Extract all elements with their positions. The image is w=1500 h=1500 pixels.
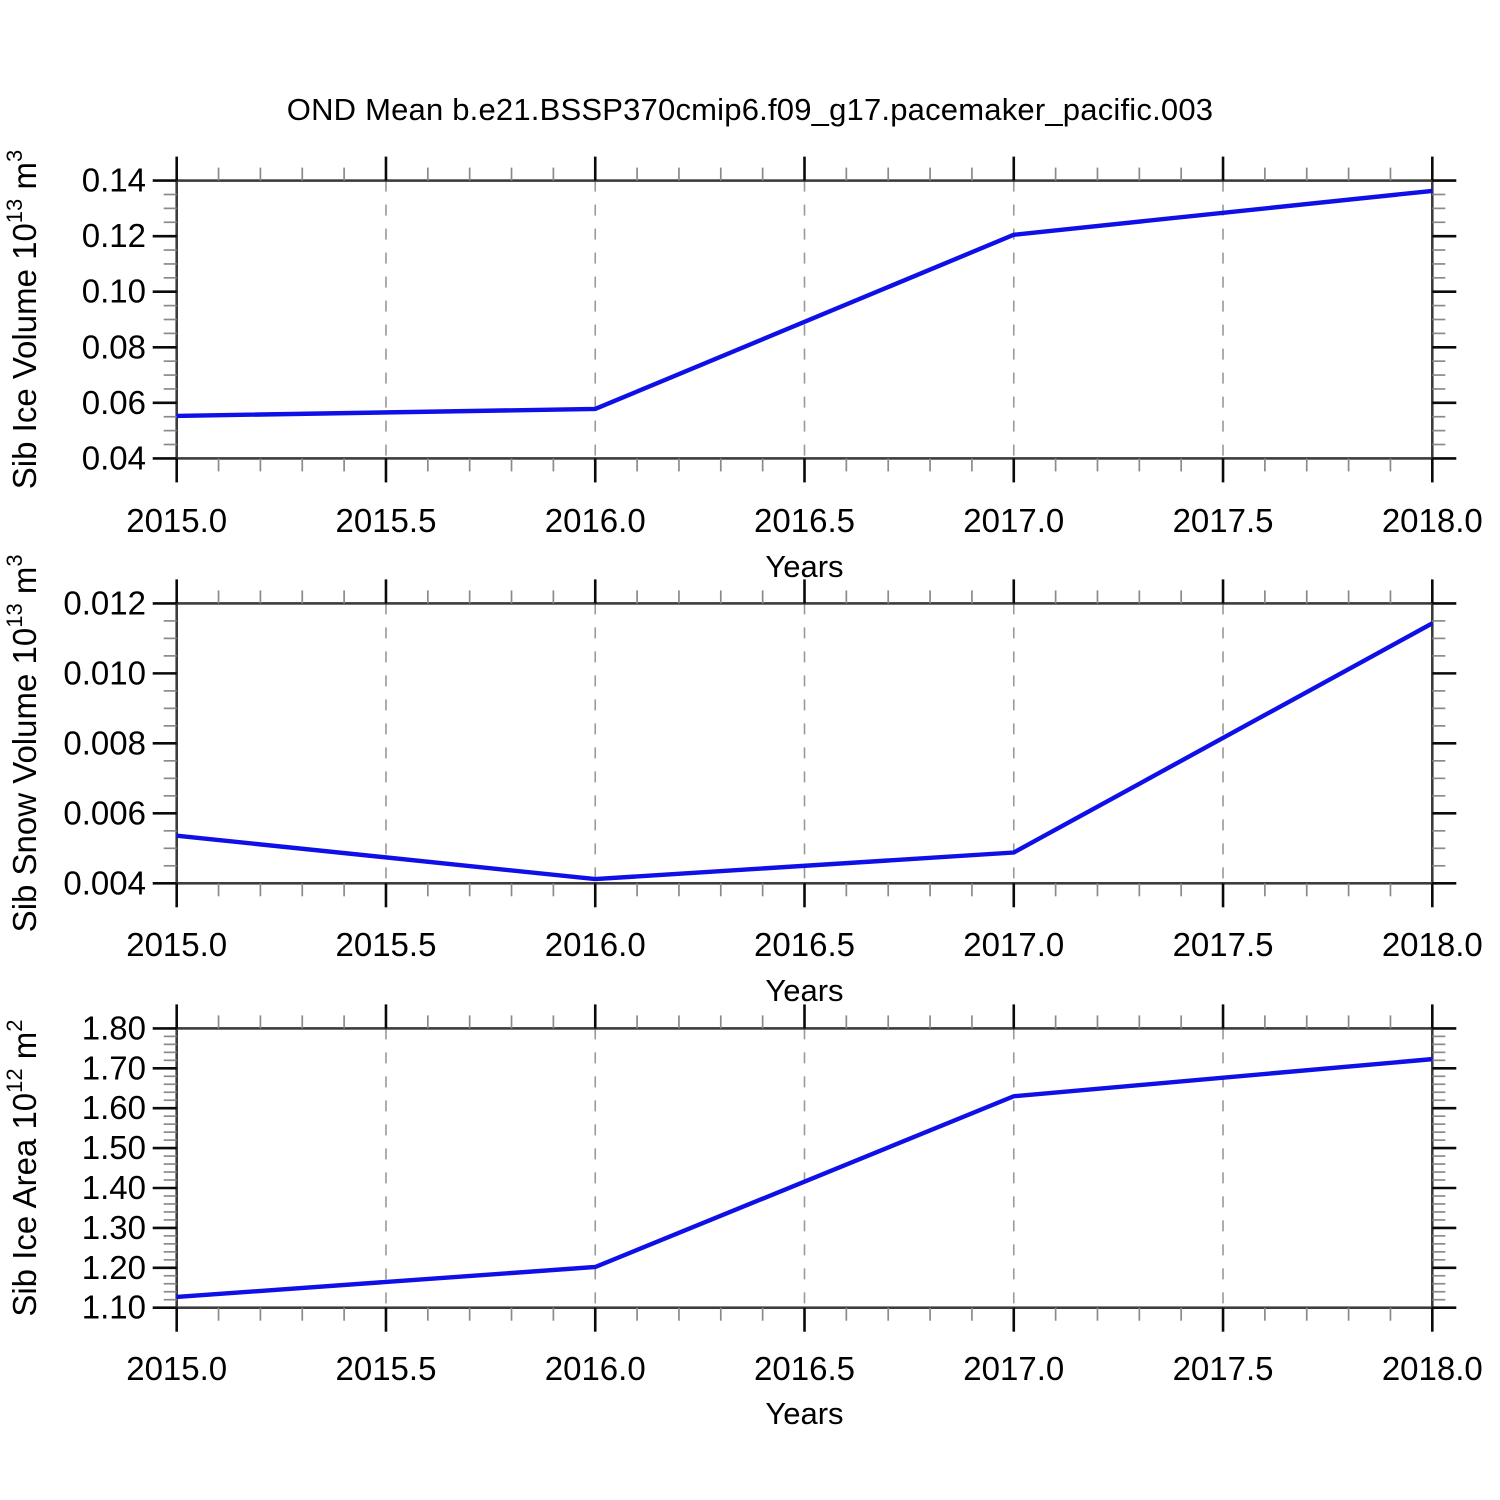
- y-tick-label: 0.08: [82, 328, 146, 365]
- x-tick-label: 2016.0: [545, 502, 646, 539]
- y-tick-label: 0.012: [63, 584, 146, 621]
- y-tick-label: 1.30: [82, 1209, 146, 1246]
- x-tick-label: 2017.5: [1173, 502, 1274, 539]
- ice-area-xlabel: Years: [765, 1396, 844, 1431]
- y-tick-label: 0.10: [82, 273, 146, 310]
- y-tick-label: 1.50: [82, 1129, 146, 1166]
- y-tick-label: 0.006: [63, 794, 146, 831]
- x-tick-label: 2016.5: [754, 1350, 855, 1387]
- x-tick-label: 2015.5: [335, 1350, 436, 1387]
- x-tick-label: 2017.5: [1173, 1350, 1274, 1387]
- ice-volume-xlabel: Years: [765, 549, 844, 584]
- x-tick-label: 2016.0: [545, 1350, 646, 1387]
- x-tick-label: 2016.5: [754, 502, 855, 539]
- x-tick-label: 2017.0: [963, 502, 1064, 539]
- x-tick-label: 2015.0: [126, 502, 227, 539]
- y-tick-label: 0.06: [82, 384, 146, 421]
- sib-ice-volume-plot: 2015.0 2015.5 2016.0 2016.5 2017.0 2017.5 2018…: [2, 150, 1483, 539]
- x-tick-label: 2015.0: [126, 926, 227, 963]
- x-tick-label: 2017.0: [963, 1350, 1064, 1387]
- x-tick-label: 2016.0: [545, 926, 646, 963]
- sib-snow-volume-line: [176, 621, 1434, 882]
- y-tick-label: 0.04: [82, 439, 146, 476]
- y-tick-label: 1.70: [82, 1049, 146, 1086]
- sib-snow-volume-plot: 2015.0 2015.5 2016.0 2016.5 2017.0 2017.5 2018…: [2, 554, 1483, 963]
- sib-ice-area-line: [176, 1056, 1433, 1300]
- y-tick-label: 1.60: [82, 1089, 146, 1126]
- y-tick-label: 1.20: [82, 1249, 146, 1286]
- figure-title: OND Mean b.e21.BSSP370cmip6.f09_g17.pace…: [286, 92, 1214, 127]
- y-tick-label: 1.10: [82, 1289, 146, 1326]
- x-tick-label: 2016.5: [754, 926, 855, 963]
- sib-ice-area-plot: 2015.0 2015.5 2016.0 2016.5 2017.0 2017.5 2018…: [2, 1004, 1483, 1387]
- sib-snow-volume-ylabel: Sib Snow Volume 1013 m3: [2, 554, 43, 932]
- x-tick-label: 2015.0: [126, 1350, 227, 1387]
- y-tick-label: 1.40: [82, 1169, 146, 1206]
- snow-volume-xlabel: Years: [765, 973, 844, 1008]
- y-tick-label: 0.004: [63, 864, 146, 901]
- x-tick-label: 2018.0: [1382, 502, 1483, 539]
- y-tick-label: 0.12: [82, 217, 146, 254]
- x-tick-label: 2017.0: [963, 926, 1064, 963]
- x-tick-label: 2018.0: [1382, 1350, 1483, 1387]
- y-tick-label: 0.008: [63, 724, 146, 761]
- y-tick-label: 0.010: [63, 654, 146, 691]
- sib-ice-volume-line: [176, 188, 1433, 419]
- plot-frame: [175, 602, 1434, 885]
- x-tick-label: 2015.5: [335, 502, 436, 539]
- plot-frame: [175, 1027, 1434, 1310]
- y-tick-label: 1.80: [82, 1009, 146, 1046]
- x-tick-label: 2018.0: [1382, 926, 1483, 963]
- x-tick-label: 2017.5: [1173, 926, 1274, 963]
- x-tick-label: 2015.5: [335, 926, 436, 963]
- y-tick-label: 0.14: [82, 162, 146, 199]
- sib-ice-area-ylabel: Sib Ice Area 1012 m2: [2, 1019, 43, 1316]
- sib-ice-volume-ylabel: Sib Ice Volume 1013 m3: [2, 150, 43, 489]
